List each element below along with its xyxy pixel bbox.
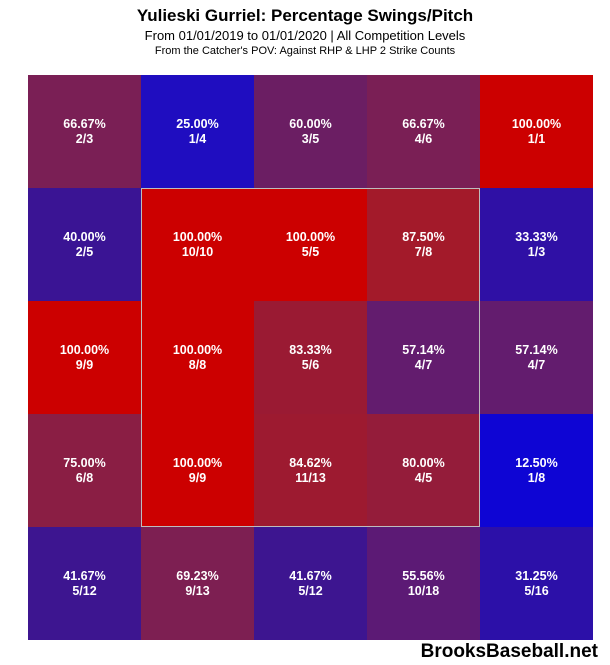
zone-cell-percentage: 100.00%	[285, 230, 336, 244]
zone-cell-r2-c5: 33.33% 1/3	[480, 188, 593, 301]
zone-cell-percentage: 40.00%	[63, 230, 106, 244]
zone-cell-percentage: 80.00%	[402, 456, 445, 470]
zone-cell-r1-c2: 25.00% 1/4	[141, 75, 254, 188]
zone-cell-r5-c4: 55.56% 10/18	[367, 527, 480, 640]
zone-cell-count: 9/9	[188, 471, 207, 485]
zone-cell-percentage: 100.00%	[172, 456, 223, 470]
zone-cell-count: 1/1	[527, 132, 546, 146]
zone-cell-r1-c5: 100.00% 1/1	[480, 75, 593, 188]
chart-filters: From the Catcher's POV: Against RHP & LH…	[154, 45, 456, 57]
zone-cell-count: 2/3	[75, 132, 94, 146]
zone-cell-count: 9/9	[75, 358, 94, 372]
brand-watermark: BrooksBaseball.net	[420, 641, 598, 662]
zone-cell-r1-c4: 66.67% 4/6	[367, 75, 480, 188]
zone-cell-count: 1/8	[527, 471, 546, 485]
zone-cell-percentage: 75.00%	[63, 456, 106, 470]
zone-cell-percentage: 87.50%	[402, 230, 445, 244]
zone-cell-percentage: 41.67%	[289, 569, 332, 583]
zone-cell-count: 5/12	[72, 584, 97, 598]
zone-cell-r4-c2: 100.00% 9/9	[141, 414, 254, 527]
zone-cell-count: 4/6	[414, 132, 433, 146]
zone-cell-r5-c1: 41.67% 5/12	[28, 527, 141, 640]
zone-cell-count: 5/5	[301, 245, 320, 259]
zone-cell-r4-c4: 80.00% 4/5	[367, 414, 480, 527]
zone-cell-count: 11/13	[295, 471, 326, 485]
zone-cell-r4-c1: 75.00% 6/8	[28, 414, 141, 527]
zone-cell-count: 3/5	[301, 132, 320, 146]
zone-cell-count: 10/10	[181, 245, 214, 259]
zone-cell-percentage: 100.00%	[59, 343, 110, 357]
zone-cell-percentage: 25.00%	[176, 117, 219, 131]
zone-cell-r4-c5: 12.50% 1/8	[480, 414, 593, 527]
zone-cell-count: 10/18	[407, 584, 440, 598]
zone-cell-count: 5/6	[301, 358, 320, 372]
zone-cell-r3-c4: 57.14% 4/7	[367, 301, 480, 414]
zone-cell-percentage: 60.00%	[289, 117, 332, 131]
zone-cell-percentage: 100.00%	[511, 117, 562, 131]
zone-cell-count: 4/5	[414, 471, 433, 485]
zone-cell-percentage: 66.67%	[63, 117, 106, 131]
zone-cell-percentage: 66.67%	[402, 117, 445, 131]
zone-cell-percentage: 12.50%	[515, 456, 558, 470]
zone-cell-r5-c5: 31.25% 5/16	[480, 527, 593, 640]
zone-cell-r1-c1: 66.67% 2/3	[28, 75, 141, 188]
zone-cell-count: 4/7	[527, 358, 546, 372]
zone-cell-r2-c1: 40.00% 2/5	[28, 188, 141, 301]
zone-cell-percentage: 57.14%	[515, 343, 558, 357]
zone-cell-count: 4/7	[414, 358, 433, 372]
zone-cell-count: 9/13	[185, 584, 210, 598]
zone-cell-count: 6/8	[75, 471, 94, 485]
zone-cell-count: 2/5	[75, 245, 94, 259]
zone-cell-percentage: 84.62%	[289, 456, 332, 470]
zone-cell-percentage: 69.23%	[176, 569, 219, 583]
zone-cell-r2-c3: 100.00% 5/5	[254, 188, 367, 301]
zone-cell-percentage: 100.00%	[172, 343, 223, 357]
zone-cell-r3-c3: 83.33% 5/6	[254, 301, 367, 414]
zone-cell-r3-c5: 57.14% 4/7	[480, 301, 593, 414]
zone-cell-percentage: 83.33%	[289, 343, 332, 357]
zone-cell-r4-c3: 84.62% 11/13	[254, 414, 367, 527]
zone-cell-percentage: 33.33%	[515, 230, 558, 244]
zone-cell-r1-c3: 60.00% 3/5	[254, 75, 367, 188]
zone-cell-count: 5/16	[524, 584, 549, 598]
zone-cell-r5-c3: 41.67% 5/12	[254, 527, 367, 640]
zone-cell-count: 8/8	[188, 358, 207, 372]
zone-heatmap: 66.67% 2/3 25.00% 1/4 60.00% 3/5 66.67% 4/6 100.…	[28, 75, 593, 640]
zone-cell-count: 1/4	[188, 132, 207, 146]
zone-cell-percentage: 57.14%	[402, 343, 445, 357]
zone-cell-percentage: 100.00%	[172, 230, 223, 244]
chart-title: Yulieski Gurriel: Percentage Swings/Pitc…	[136, 6, 474, 25]
zone-cell-count: 1/3	[527, 245, 546, 259]
zone-cell-count: 5/12	[298, 584, 323, 598]
zone-cell-r5-c2: 69.23% 9/13	[141, 527, 254, 640]
chart-subtitle: From 01/01/2019 to 01/01/2020 | All Comp…	[144, 28, 466, 43]
zone-cell-percentage: 41.67%	[63, 569, 106, 583]
zone-cell-r3-c1: 100.00% 9/9	[28, 301, 141, 414]
zone-cell-percentage: 31.25%	[515, 569, 558, 583]
zone-cell-count: 7/8	[414, 245, 433, 259]
zone-cell-r3-c2: 100.00% 8/8	[141, 301, 254, 414]
zone-cell-r2-c2: 100.00% 10/10	[141, 188, 254, 301]
zone-cell-r2-c4: 87.50% 7/8	[367, 188, 480, 301]
zone-cell-percentage: 55.56%	[402, 569, 445, 583]
